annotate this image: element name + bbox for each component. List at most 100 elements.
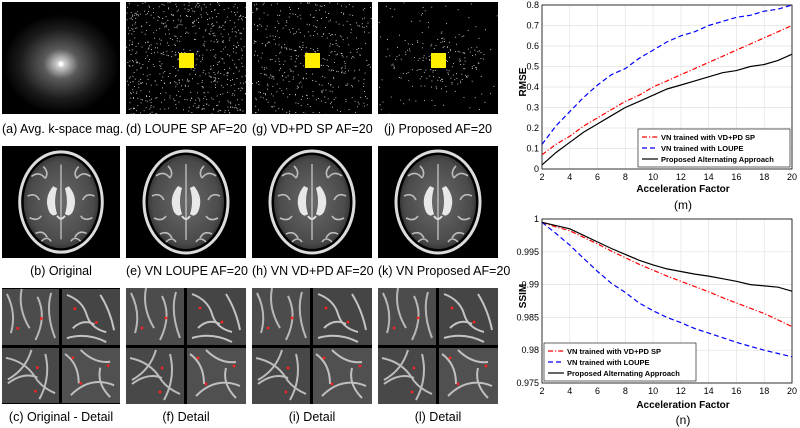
sample-dot: [341, 70, 343, 72]
sample-dot: [241, 18, 243, 20]
sample-dot: [206, 98, 207, 100]
sample-dot: [217, 104, 219, 106]
sample-dot: [160, 93, 161, 94]
sample-dot: [436, 87, 438, 89]
sample-dot: [352, 56, 354, 58]
sample-dot: [298, 86, 299, 88]
sample-dot: [467, 48, 469, 50]
sample-dot: [330, 70, 332, 72]
sample-dot: [215, 54, 217, 56]
sample-dot: [429, 75, 431, 77]
sample-dot: [276, 3, 278, 5]
sample-dot: [201, 86, 203, 87]
sample-dot: [197, 50, 199, 52]
sample-dot: [294, 94, 296, 96]
sample-dot: [234, 26, 236, 28]
sample-dot: [474, 49, 476, 51]
y-tick-label: 0.98: [521, 345, 539, 355]
y-tick-label: 0.985: [516, 312, 539, 322]
sample-dot: [354, 70, 356, 72]
sample-dot: [278, 23, 280, 24]
sample-dot: [159, 65, 161, 66]
sample-dot: [146, 29, 147, 31]
sample-dot: [156, 97, 158, 98]
sample-dot: [489, 93, 491, 95]
sample-dot: [129, 18, 131, 20]
sample-dot: [403, 103, 405, 105]
sample-dot: [483, 54, 485, 55]
sample-dot: [202, 57, 203, 59]
sample-dot: [138, 87, 140, 89]
sample-dot: [222, 48, 224, 50]
sample-dot: [137, 98, 139, 100]
series-line: [541, 24, 793, 156]
sample-dot: [289, 110, 291, 112]
sample-dot: [190, 91, 192, 93]
sample-dot: [210, 81, 212, 83]
sample-dot: [132, 15, 134, 17]
sample-dot: [126, 46, 128, 48]
sample-dot: [236, 47, 238, 48]
sample-dot: [200, 7, 202, 9]
sample-dot: [133, 97, 134, 98]
sample-dot: [216, 41, 218, 43]
sample-dot: [322, 75, 324, 77]
sample-dot: [338, 23, 340, 25]
sample-dot: [330, 35, 332, 36]
sample-dot: [435, 86, 437, 88]
sample-dot: [234, 3, 236, 5]
sample-dot: [394, 8, 396, 10]
sample-dot: [163, 11, 165, 13]
y-tick-label: 0.975: [516, 378, 539, 388]
sample-dot: [189, 16, 191, 17]
sample-dot: [280, 67, 281, 69]
sample-dot: [458, 34, 460, 36]
sample-dot: [307, 31, 309, 33]
sample-dot: [151, 49, 152, 51]
sample-dot: [224, 109, 226, 111]
rmse-chart: 0 0.1 0.2 0.3 0.4 0.5 0.6 0.7 0.8 2 4 6 8 10 12 14 16 18…: [518, 0, 797, 212]
sample-dot: [267, 14, 269, 16]
sample-dot: [128, 64, 130, 66]
sample-dot: [415, 100, 417, 102]
sample-dot: [359, 25, 360, 27]
sample-dot: [189, 49, 191, 51]
sample-dot: [147, 13, 148, 15]
sample-dot: [337, 53, 338, 55]
sample-dot: [177, 58, 179, 60]
sample-dot: [493, 85, 495, 87]
sample-dot: [135, 13, 137, 15]
sample-dot: [213, 108, 215, 110]
sample-dot: [280, 51, 282, 53]
sample-dot: [158, 17, 160, 18]
sample-dot: [461, 79, 463, 80]
y-tick-label: 0.5: [526, 62, 539, 72]
sample-dot: [137, 14, 139, 16]
sample-dot: [261, 25, 262, 27]
sample-dot: [434, 70, 436, 71]
sample-dot: [449, 50, 451, 51]
detail-loupe-image: [126, 288, 246, 404]
sample-dot: [229, 67, 230, 69]
sample-dot: [344, 72, 346, 74]
sample-dot: [241, 48, 243, 50]
y-tick-label: 0.2: [526, 123, 539, 133]
sample-dot: [290, 58, 292, 60]
sample-dot: [200, 61, 202, 63]
sample-dot: [227, 72, 229, 74]
sample-dot: [129, 65, 131, 67]
sample-dot: [457, 51, 459, 52]
sample-dot: [210, 76, 212, 77]
sample-dot: [430, 45, 432, 47]
sample-dot: [175, 68, 177, 69]
sample-dot: [440, 42, 442, 43]
sample-dot: [175, 104, 177, 106]
sample-dot: [157, 51, 159, 53]
sample-dot: [129, 60, 131, 62]
sample-dot: [229, 112, 231, 113]
sample-dot: [131, 33, 133, 35]
sample-dot: [315, 10, 317, 11]
sample-dot: [258, 60, 259, 62]
sample-dot: [424, 100, 425, 102]
sample-dot: [313, 25, 315, 27]
